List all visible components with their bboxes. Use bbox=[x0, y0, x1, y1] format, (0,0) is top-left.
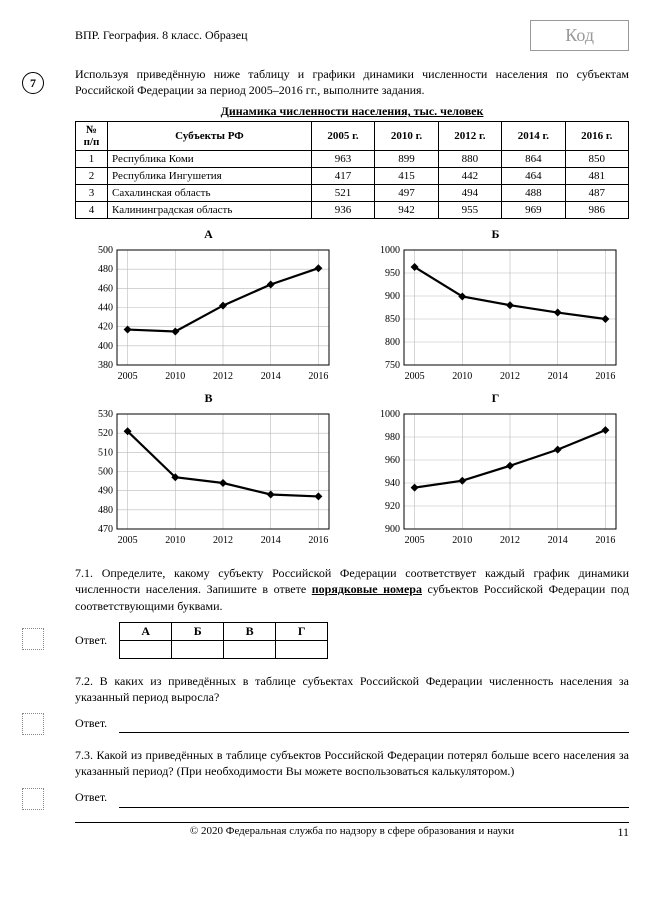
svg-text:2016: 2016 bbox=[595, 535, 615, 546]
chart-label-g: Г bbox=[362, 391, 629, 406]
svg-text:800: 800 bbox=[385, 337, 400, 348]
footer: © 2020 Федеральная служба по надзору в с… bbox=[75, 822, 629, 837]
svg-text:1000: 1000 bbox=[380, 409, 400, 420]
svg-text:380: 380 bbox=[98, 360, 113, 371]
svg-text:2010: 2010 bbox=[165, 535, 185, 546]
chart-label-v: В bbox=[75, 391, 342, 406]
svg-text:950: 950 bbox=[385, 268, 400, 279]
answer-table-71: АБВГ bbox=[119, 622, 328, 659]
page-number: 11 bbox=[617, 825, 629, 840]
chart-label-b: Б bbox=[362, 227, 629, 242]
svg-text:2014: 2014 bbox=[547, 371, 567, 382]
answer-label-71: Ответ. bbox=[75, 633, 107, 648]
table-title: Динамика численности населения, тыс. чел… bbox=[75, 104, 629, 119]
svg-text:2014: 2014 bbox=[260, 535, 280, 546]
svg-text:470: 470 bbox=[98, 524, 113, 535]
svg-text:2005: 2005 bbox=[117, 535, 137, 546]
svg-text:940: 940 bbox=[385, 478, 400, 489]
svg-text:2016: 2016 bbox=[308, 371, 328, 382]
svg-text:750: 750 bbox=[385, 360, 400, 371]
svg-text:2016: 2016 bbox=[595, 371, 615, 382]
score-box-72 bbox=[22, 713, 44, 735]
answer-line-72 bbox=[119, 719, 629, 733]
question-number: 7 bbox=[22, 72, 44, 94]
intro-text: Используя приведённую ниже таблицу и гра… bbox=[75, 67, 629, 98]
q72-text: 7.2. В каких из приведённых в таблице су… bbox=[75, 673, 629, 705]
score-box-73 bbox=[22, 788, 44, 810]
charts-grid: А 380 400 420 440 460 480 500 2005 2010 2012 2014 20… bbox=[75, 227, 629, 551]
population-table: № п/пСубъекты РФ2005 г.2010 г.2012 г.201… bbox=[75, 121, 629, 219]
svg-text:480: 480 bbox=[98, 505, 113, 516]
svg-text:920: 920 bbox=[385, 501, 400, 512]
svg-text:510: 510 bbox=[98, 448, 113, 459]
svg-text:2014: 2014 bbox=[547, 535, 567, 546]
svg-text:440: 440 bbox=[98, 303, 113, 314]
svg-text:900: 900 bbox=[385, 524, 400, 535]
doc-header: ВПР. География. 8 класс. Образец bbox=[75, 28, 248, 43]
answer-label-72: Ответ. bbox=[75, 716, 107, 731]
svg-text:1000: 1000 bbox=[380, 245, 400, 256]
svg-text:2010: 2010 bbox=[452, 371, 472, 382]
q73-text: 7.3. Какой из приведённых в таблице субъ… bbox=[75, 747, 629, 779]
svg-text:980: 980 bbox=[385, 432, 400, 443]
svg-text:2014: 2014 bbox=[260, 371, 280, 382]
svg-text:2012: 2012 bbox=[213, 535, 233, 546]
svg-text:500: 500 bbox=[98, 245, 113, 256]
svg-text:900: 900 bbox=[385, 291, 400, 302]
chart-label-a: А bbox=[75, 227, 342, 242]
svg-text:500: 500 bbox=[98, 467, 113, 478]
svg-text:850: 850 bbox=[385, 314, 400, 325]
svg-text:2010: 2010 bbox=[165, 371, 185, 382]
q71-text: 7.1. Определите, какому субъекту Российс… bbox=[75, 565, 629, 614]
svg-text:2005: 2005 bbox=[404, 371, 424, 382]
chart-a: 380 400 420 440 460 480 500 2005 2010 2012 2014 201… bbox=[79, 242, 339, 387]
code-box: Код bbox=[530, 20, 629, 51]
chart-g: 900 920 940 960 980 1000 2005 2010 2012 2014 2016 bbox=[366, 406, 626, 551]
svg-text:520: 520 bbox=[98, 428, 113, 439]
svg-text:490: 490 bbox=[98, 486, 113, 497]
svg-text:530: 530 bbox=[98, 409, 113, 420]
svg-text:400: 400 bbox=[98, 341, 113, 352]
answer-label-73: Ответ. bbox=[75, 790, 107, 805]
svg-text:2012: 2012 bbox=[500, 371, 520, 382]
chart-v: 470 480 490 500 510 520 530 2005 2010 2012 2014 201… bbox=[79, 406, 339, 551]
answer-line-73 bbox=[119, 794, 629, 808]
svg-text:2005: 2005 bbox=[117, 371, 137, 382]
score-box-71 bbox=[22, 628, 44, 650]
svg-text:2016: 2016 bbox=[308, 535, 328, 546]
svg-text:460: 460 bbox=[98, 284, 113, 295]
svg-text:960: 960 bbox=[385, 455, 400, 466]
svg-text:420: 420 bbox=[98, 322, 113, 333]
svg-text:2012: 2012 bbox=[500, 535, 520, 546]
svg-text:2010: 2010 bbox=[452, 535, 472, 546]
svg-text:2005: 2005 bbox=[404, 535, 424, 546]
chart-b: 750 800 850 900 950 1000 2005 2010 2012 2014 2016 bbox=[366, 242, 626, 387]
svg-text:480: 480 bbox=[98, 264, 113, 275]
svg-text:2012: 2012 bbox=[213, 371, 233, 382]
